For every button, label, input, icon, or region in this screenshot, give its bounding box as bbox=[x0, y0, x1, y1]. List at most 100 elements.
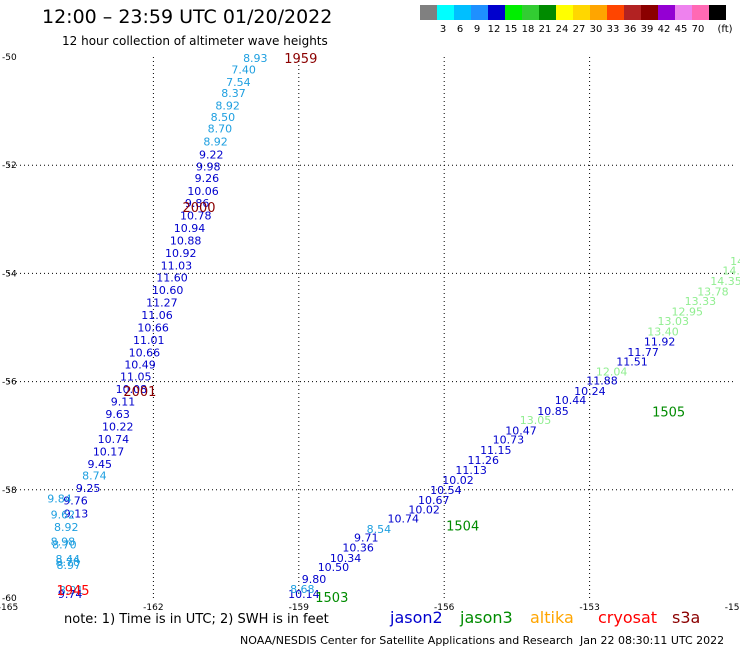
wave-height-point: 11.27 bbox=[146, 297, 178, 310]
grid-lines bbox=[8, 57, 735, 598]
wave-height-point: 10.36 bbox=[342, 542, 374, 555]
wave-height-point: 11.15 bbox=[480, 444, 512, 457]
page-title: 12:00 – 23:59 UTC 01/20/2022 bbox=[42, 6, 333, 28]
colorbar-label: 36 bbox=[623, 24, 637, 35]
colorbar-swatch bbox=[675, 5, 692, 20]
wave-height-point: 13.78 bbox=[697, 285, 729, 298]
wave-height-point: 7.40 bbox=[231, 63, 256, 76]
colorbar-label: 3 bbox=[439, 24, 447, 35]
pass-time-label: 1959 bbox=[284, 52, 317, 67]
wave-height-point: 8.68 bbox=[290, 583, 315, 596]
wave-height-point: 10.47 bbox=[505, 424, 537, 437]
wave-height-point: 12.04 bbox=[596, 365, 628, 378]
wave-height-point: 10.67 bbox=[418, 494, 450, 507]
y-tick-label: -56 bbox=[2, 378, 17, 388]
wave-height-point: 8.70 bbox=[55, 556, 79, 569]
wave-height-point: 11.05 bbox=[120, 371, 152, 384]
colorbar-label: 6 bbox=[456, 24, 464, 35]
time-labels: 1959 2000 2001 1945 1503 1504 1505 bbox=[56, 52, 685, 606]
colorbar-swatch bbox=[573, 5, 590, 20]
wave-height-point: 13.33 bbox=[685, 295, 717, 308]
wave-height-point: 8.50 bbox=[211, 111, 236, 124]
wave-height-point: 10.17 bbox=[93, 445, 125, 458]
colorbar-swatch bbox=[471, 5, 488, 20]
wave-height-point: 8.97 bbox=[56, 559, 81, 572]
x-tick-label: -150 bbox=[725, 603, 740, 613]
wave-height-point: 10.44 bbox=[555, 394, 587, 407]
y-tick-label: -52 bbox=[2, 161, 17, 171]
x-tick-label: -162 bbox=[143, 603, 163, 613]
wave-height-point: 9.71 bbox=[354, 531, 379, 544]
wave-height-point: 8.37 bbox=[221, 87, 246, 100]
wave-height-point: 8.98 bbox=[51, 536, 76, 549]
colorbar-label: 24 bbox=[555, 24, 569, 35]
colorbar-label: 45 bbox=[674, 24, 688, 35]
wave-height-point: 12.95 bbox=[672, 305, 704, 318]
colorbar-label: 15 bbox=[504, 24, 518, 35]
legend-entry-jason3: jason3 bbox=[460, 608, 513, 627]
colorbar-label: 33 bbox=[606, 24, 620, 35]
colorbar-swatch bbox=[539, 5, 556, 20]
wave-height-point: 9.62 bbox=[51, 509, 76, 522]
wave-height-point: 11.13 bbox=[455, 464, 487, 477]
colorbar-swatch bbox=[641, 5, 658, 20]
colorbar-label: 18 bbox=[521, 24, 535, 35]
wave-height-point: 8.54 bbox=[367, 523, 392, 536]
colorbar-swatch bbox=[454, 5, 471, 20]
wave-height-point: 11.92 bbox=[644, 336, 676, 349]
legend-entry-s3a: s3a bbox=[672, 608, 701, 627]
wave-height-point: 10.54 bbox=[430, 484, 462, 497]
pass-time-label: 1504 bbox=[446, 520, 479, 535]
wave-height-point: 10.94 bbox=[174, 222, 206, 235]
colorbar-swatch bbox=[556, 5, 573, 20]
wave-height-point: 11.51 bbox=[616, 356, 648, 369]
y-tick-label: -50 bbox=[2, 53, 17, 63]
wave-height-point: 9.45 bbox=[87, 458, 112, 471]
wave-height-point: 10.50 bbox=[318, 561, 350, 574]
colorbar-swatch bbox=[522, 5, 539, 20]
wave-height-point: 8.92 bbox=[203, 135, 228, 148]
colorbar-label: 9 bbox=[473, 24, 481, 35]
wave-height-point: 10.88 bbox=[170, 234, 202, 247]
wave-height-point: 11.03 bbox=[161, 259, 193, 272]
wave-height-point: 11.60 bbox=[156, 272, 188, 285]
wave-height-point: 10.73 bbox=[493, 433, 524, 446]
wave-height-point: 10.74 bbox=[387, 512, 419, 525]
wave-height-point: 9.25 bbox=[76, 482, 101, 495]
wave-height-point: 10.34 bbox=[330, 552, 362, 565]
wave-height-point: 10.66 bbox=[137, 322, 169, 335]
wave-height-point: 9.26 bbox=[195, 172, 220, 185]
wave-height-point: 9.22 bbox=[199, 148, 224, 161]
colorbar-swatch bbox=[607, 5, 624, 20]
wave-height-point: 10.85 bbox=[537, 405, 569, 418]
wave-height-point: 14.15 bbox=[722, 265, 740, 278]
wave-height-point: 9.76 bbox=[63, 495, 88, 508]
pass-time-label: 1945 bbox=[56, 584, 89, 599]
colorbar-unit: (ft) bbox=[717, 24, 733, 35]
wave-height-point: 10.14 bbox=[288, 588, 320, 601]
wave-height-point: 9.11 bbox=[111, 396, 135, 409]
pass-time-label: 1503 bbox=[315, 591, 348, 606]
x-tick-label: -153 bbox=[579, 603, 599, 613]
legend-entry-jason2: jason2 bbox=[390, 608, 443, 627]
wave-height-point: 10.06 bbox=[187, 185, 219, 198]
wave-height-point: 11.26 bbox=[467, 454, 499, 467]
wave-height-point: 14.35 bbox=[710, 275, 740, 288]
wave-height-point: 10.22 bbox=[102, 421, 134, 434]
wave-height-point: 9.84 bbox=[47, 492, 71, 505]
colorbar-label: 21 bbox=[538, 24, 552, 35]
colorbar-swatch bbox=[658, 5, 675, 20]
wave-height-point: 11.01 bbox=[133, 334, 165, 347]
colorbar-label: 27 bbox=[572, 24, 586, 35]
wave-height-point: 9.86 bbox=[185, 197, 210, 210]
colorbar-swatch bbox=[692, 5, 709, 20]
wave-height-point: 10.74 bbox=[98, 433, 130, 446]
page-subtitle: 12 hour collection of altimeter wave hei… bbox=[62, 34, 328, 48]
wave-height-point: 9.80 bbox=[302, 573, 327, 586]
wave-height-point: 9.13 bbox=[64, 508, 88, 521]
wave-height-point: 10.60 bbox=[152, 284, 184, 297]
footer-note: note: 1) Time is in UTC; 2) SWH is in fe… bbox=[64, 612, 329, 627]
wave-height-point: 10.24 bbox=[574, 385, 606, 398]
wave-height-point: 10.02 bbox=[442, 474, 474, 487]
